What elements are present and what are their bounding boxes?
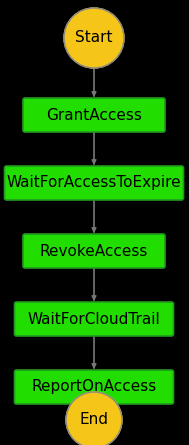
FancyBboxPatch shape [15,370,174,404]
Text: ReportOnAccess: ReportOnAccess [31,380,157,395]
FancyBboxPatch shape [5,166,184,200]
Text: GrantAccess: GrantAccess [46,108,142,122]
Text: End: End [80,413,108,428]
Text: WaitForAccessToExpire: WaitForAccessToExpire [7,175,181,190]
Text: Start: Start [75,31,113,45]
FancyBboxPatch shape [23,98,165,132]
Circle shape [66,392,122,445]
Text: RevokeAccess: RevokeAccess [40,243,148,259]
Circle shape [64,8,124,68]
FancyBboxPatch shape [15,302,174,336]
Text: WaitForCloudTrail: WaitForCloudTrail [28,312,160,327]
FancyBboxPatch shape [23,234,165,268]
